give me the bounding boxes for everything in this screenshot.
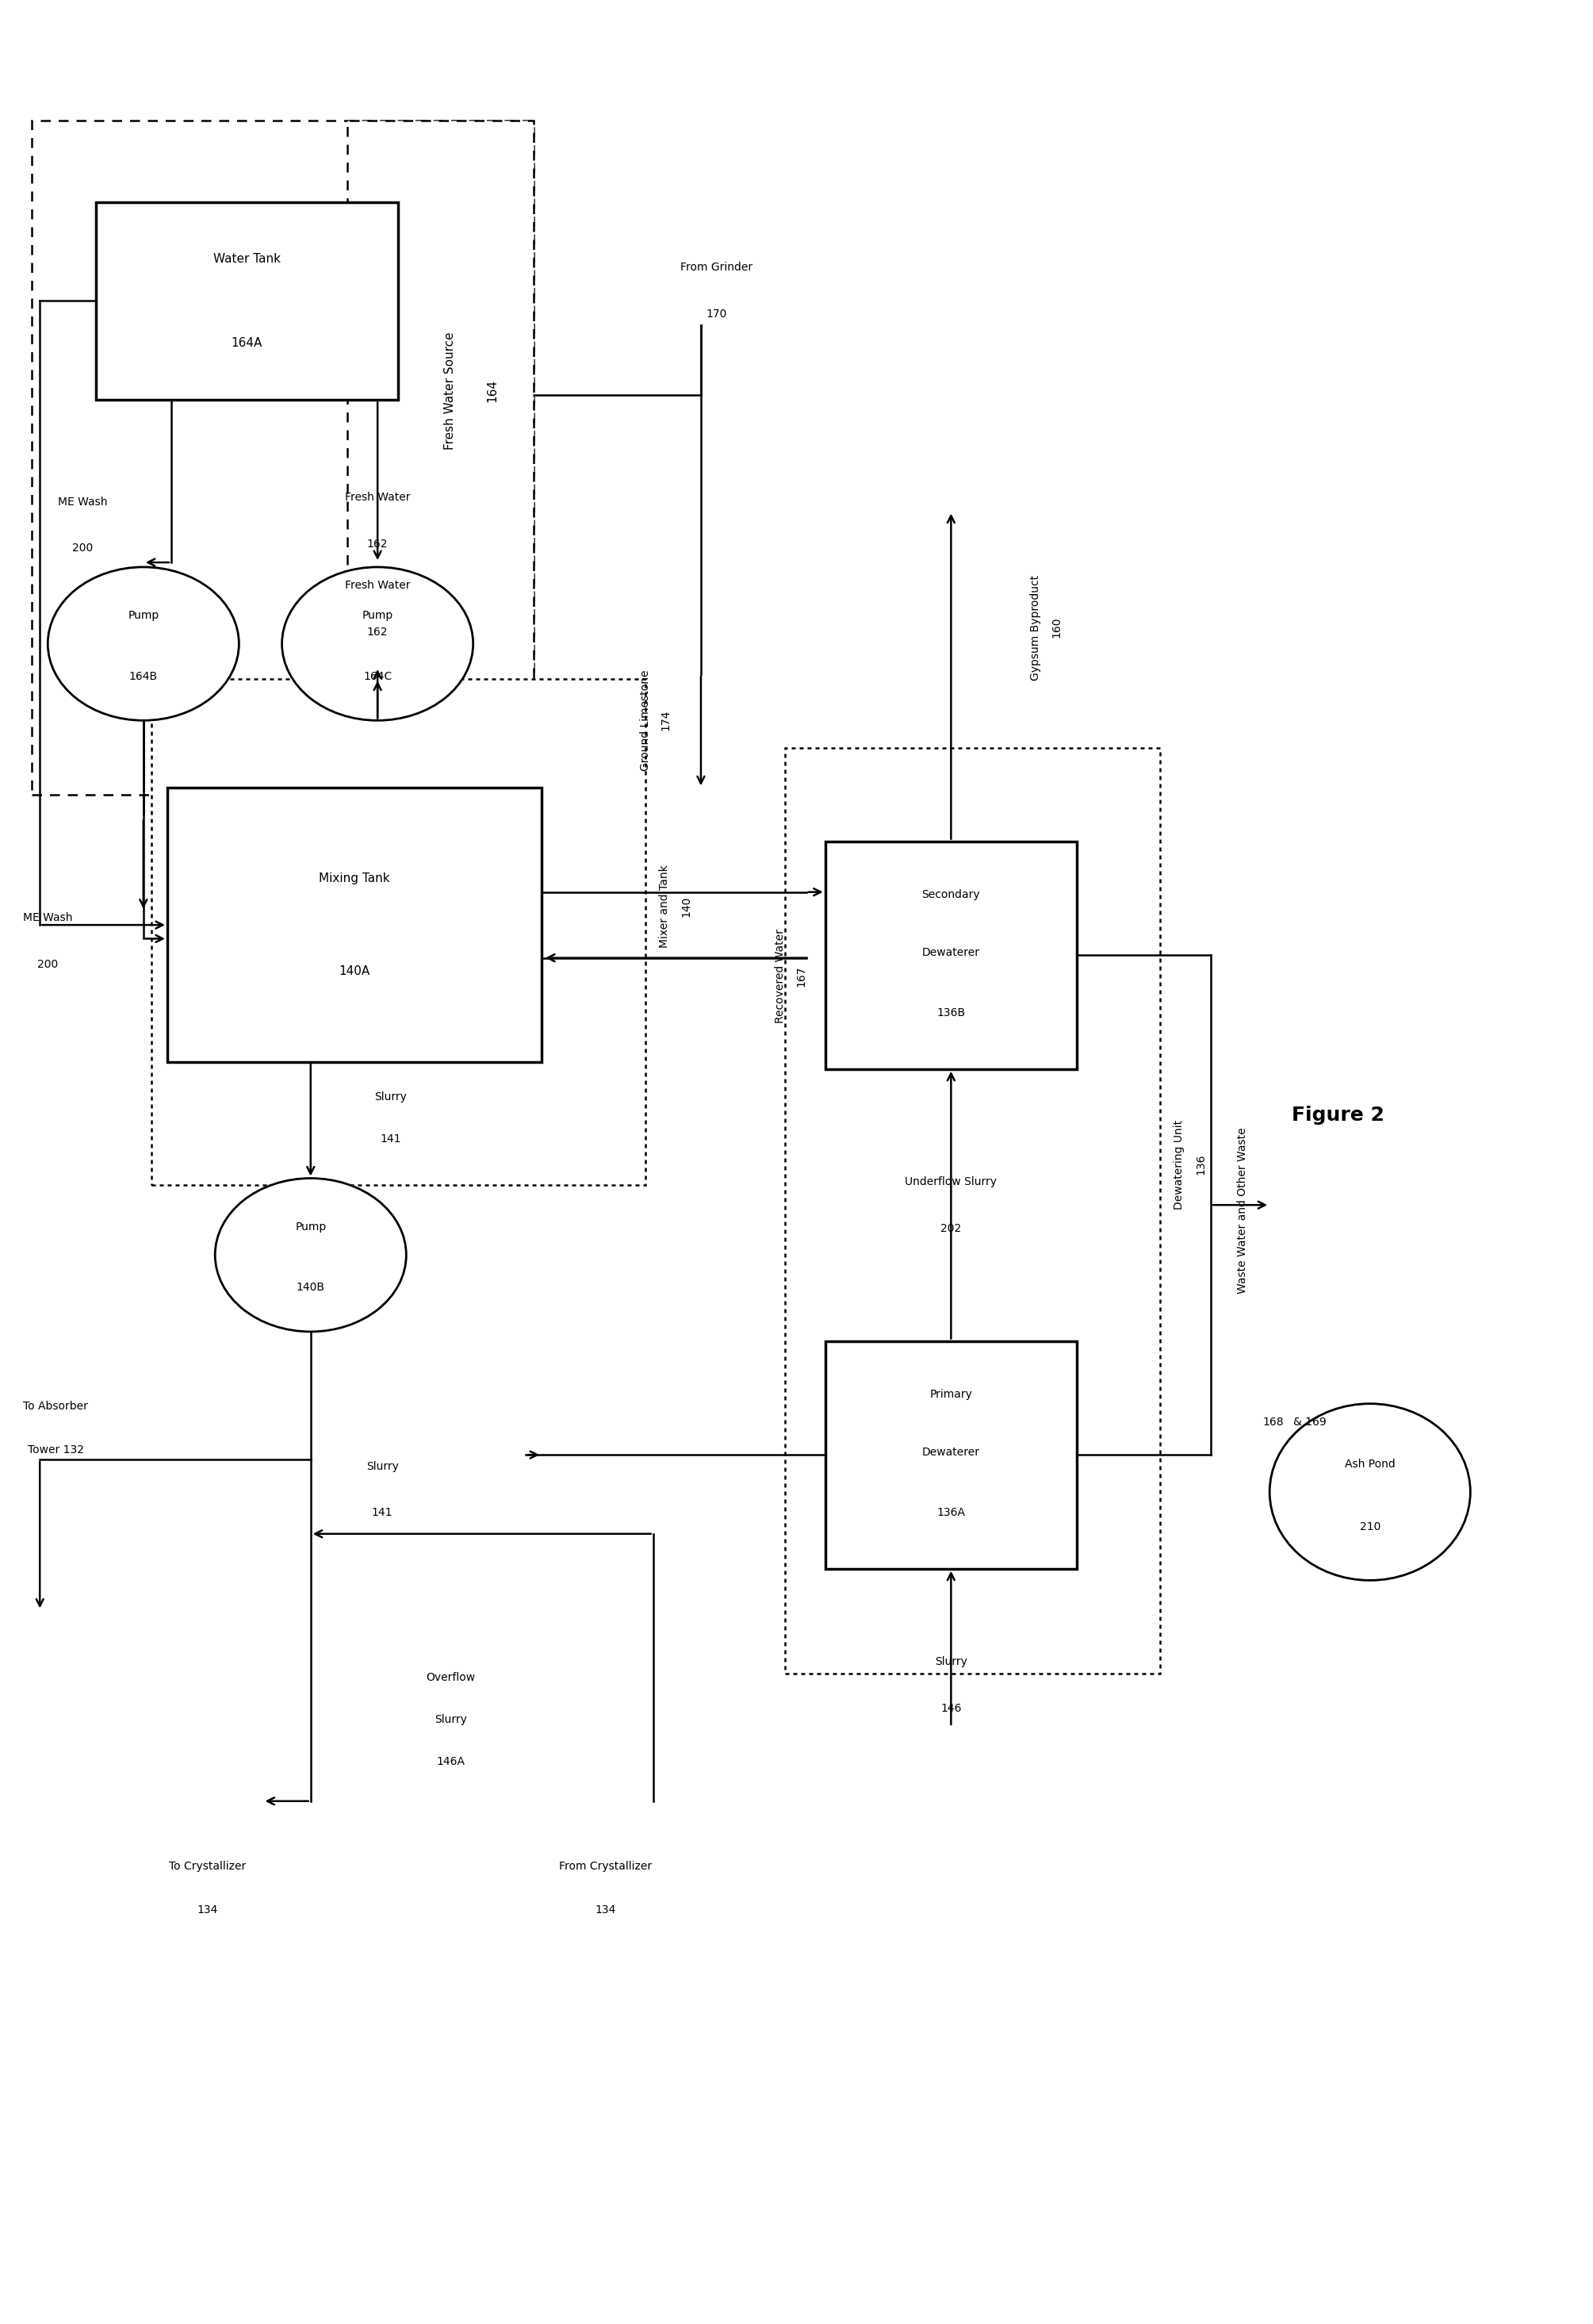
Text: 140: 140 — [682, 897, 691, 918]
Text: To Crystallizer: To Crystallizer — [169, 1862, 245, 1871]
Text: 136A: 136A — [937, 1508, 965, 1518]
Text: Slurry: Slurry — [435, 1715, 467, 1724]
Bar — [96, 202, 398, 400]
Text: Slurry: Slurry — [935, 1657, 967, 1666]
Text: 136: 136 — [1196, 1155, 1206, 1176]
Text: Slurry: Slurry — [366, 1462, 398, 1471]
Text: 141: 141 — [379, 1134, 401, 1143]
Text: Overflow: Overflow — [427, 1673, 475, 1683]
Text: Dewatering Unit: Dewatering Unit — [1174, 1120, 1184, 1208]
Text: Ground Limestone: Ground Limestone — [640, 669, 650, 772]
Text: ME Wash: ME Wash — [22, 913, 73, 923]
Ellipse shape — [282, 567, 473, 720]
Bar — [785, 748, 1160, 1673]
Bar — [167, 788, 542, 1062]
Text: Secondary: Secondary — [922, 890, 980, 899]
Text: 200: 200 — [72, 544, 94, 553]
Bar — [151, 679, 645, 1185]
Text: Water Tank: Water Tank — [213, 253, 280, 265]
Text: 136B: 136B — [937, 1009, 965, 1018]
Text: 210: 210 — [1359, 1522, 1381, 1532]
Text: Fresh Water: Fresh Water — [344, 493, 411, 502]
Bar — [825, 841, 1077, 1069]
Text: 141: 141 — [371, 1508, 393, 1518]
Text: Pump: Pump — [127, 611, 159, 621]
Text: 168: 168 — [1263, 1418, 1284, 1427]
Text: 174: 174 — [661, 709, 671, 732]
Text: Dewaterer: Dewaterer — [922, 948, 980, 957]
Text: Recovered Water: Recovered Water — [776, 930, 785, 1023]
Text: 164B: 164B — [129, 672, 158, 681]
Text: Fresh Water Source: Fresh Water Source — [444, 332, 456, 449]
Ellipse shape — [1270, 1404, 1470, 1580]
Text: 134: 134 — [594, 1906, 616, 1915]
Text: Underflow Slurry: Underflow Slurry — [905, 1176, 997, 1188]
Text: Fresh Water: Fresh Water — [344, 581, 411, 590]
Text: To Absorber: To Absorber — [24, 1401, 88, 1411]
Text: Mixer and Tank: Mixer and Tank — [660, 865, 669, 948]
Text: Waste Water and Other Waste: Waste Water and Other Waste — [1238, 1127, 1247, 1294]
Text: ME Wash: ME Wash — [57, 497, 108, 507]
Text: 202: 202 — [940, 1222, 962, 1234]
Text: 164A: 164A — [231, 337, 263, 349]
Text: From Crystallizer: From Crystallizer — [559, 1862, 652, 1871]
Text: Pump: Pump — [362, 611, 393, 621]
Text: 134: 134 — [196, 1906, 218, 1915]
Ellipse shape — [48, 567, 239, 720]
Text: 200: 200 — [37, 960, 59, 969]
Text: 160: 160 — [1051, 616, 1061, 639]
Text: 164C: 164C — [363, 672, 392, 681]
Text: 162: 162 — [366, 539, 389, 548]
Text: Primary: Primary — [930, 1390, 972, 1399]
Text: From Grinder: From Grinder — [680, 263, 753, 272]
Text: 140B: 140B — [296, 1283, 325, 1292]
Bar — [825, 1341, 1077, 1569]
Bar — [32, 121, 534, 795]
Text: Pump: Pump — [295, 1222, 327, 1232]
Text: Gypsum Byproduct: Gypsum Byproduct — [1031, 574, 1040, 681]
Text: Slurry: Slurry — [374, 1092, 406, 1102]
Text: & 169: & 169 — [1294, 1418, 1327, 1427]
Text: 164: 164 — [487, 379, 499, 402]
Text: 146A: 146A — [436, 1757, 465, 1766]
Ellipse shape — [215, 1178, 406, 1332]
Text: Ash Pond: Ash Pond — [1344, 1459, 1395, 1469]
Text: Mixing Tank: Mixing Tank — [319, 872, 390, 885]
Text: Figure 2: Figure 2 — [1292, 1106, 1384, 1125]
Text: 162: 162 — [366, 627, 389, 637]
Text: 140A: 140A — [339, 964, 370, 978]
Text: 167: 167 — [796, 964, 806, 988]
Text: Dewaterer: Dewaterer — [922, 1448, 980, 1457]
Bar — [347, 121, 534, 795]
Text: Tower 132: Tower 132 — [27, 1446, 84, 1455]
Text: 170: 170 — [706, 309, 728, 318]
Text: 146: 146 — [940, 1703, 962, 1713]
